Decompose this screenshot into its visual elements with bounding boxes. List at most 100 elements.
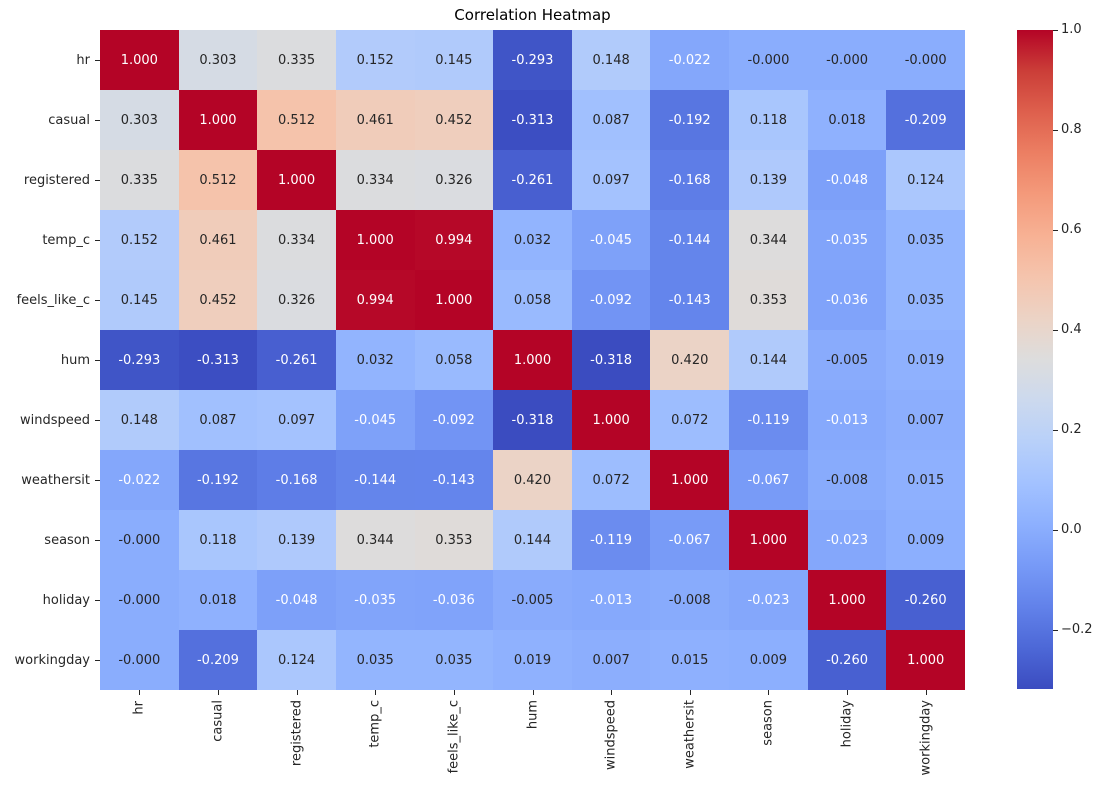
colorbar-tick-label-0.6: 0.6 — [1061, 222, 1082, 237]
colorbar-tick-label-0.4: 0.4 — [1061, 322, 1082, 337]
x-axis-tick — [139, 690, 140, 695]
heatmap-cell-feels_like_c-registered: 0.326 — [257, 270, 336, 330]
heatmap-cell-windspeed-hum: -0.318 — [493, 390, 572, 450]
colorbar-tick — [1053, 630, 1058, 631]
heatmap-cell-weathersit-hr: -0.022 — [100, 450, 179, 510]
heatmap-cell-registered-registered: 1.000 — [257, 150, 336, 210]
heatmap-cell-hr-season: -0.000 — [729, 30, 808, 90]
y-tick-label-workingday: workingday — [14, 652, 90, 668]
heatmap-cell-hr-hr: 1.000 — [100, 30, 179, 90]
heatmap-cell-workingday-workingday: 1.000 — [886, 630, 965, 690]
x-tick-label-wrap: temp_c — [368, 700, 383, 752]
heatmap-cell-windspeed-season: -0.119 — [729, 390, 808, 450]
heatmap-cell-hum-hr: -0.293 — [100, 330, 179, 390]
heatmap-cell-holiday-weathersit: -0.008 — [650, 570, 730, 630]
heatmap-cell-workingday-season: 0.009 — [729, 630, 808, 690]
heatmap-cell-workingday-registered: 0.124 — [257, 630, 336, 690]
heatmap-cell-holiday-registered: -0.048 — [257, 570, 336, 630]
colorbar-tick — [1053, 330, 1058, 331]
heatmap-cell-season-holiday: -0.023 — [807, 510, 887, 570]
heatmap-cell-hum-temp_c: 0.032 — [335, 330, 415, 390]
heatmap-cell-registered-holiday: -0.048 — [807, 150, 887, 210]
heatmap-cell-weathersit-weathersit: 1.000 — [650, 450, 730, 510]
heatmap-cell-workingday-weathersit: 0.015 — [650, 630, 730, 690]
colorbar — [1017, 30, 1053, 689]
heatmap-cell-windspeed-windspeed: 1.000 — [571, 390, 651, 450]
heatmap-cell-registered-windspeed: 0.097 — [571, 150, 651, 210]
y-tick-label-weathersit: weathersit — [21, 472, 90, 488]
heatmap-cell-temp_c-temp_c: 1.000 — [335, 210, 415, 270]
y-tick-label-registered: registered — [23, 172, 90, 188]
heatmap-cell-hr-weathersit: -0.022 — [650, 30, 730, 90]
heatmap-cell-weathersit-season: -0.067 — [729, 450, 808, 510]
heatmap-cell-workingday-hr: -0.000 — [100, 630, 179, 690]
heatmap-cell-weathersit-windspeed: 0.072 — [571, 450, 651, 510]
heatmap-cell-casual-temp_c: 0.461 — [335, 90, 415, 150]
heatmap-cell-feels_like_c-workingday: 0.035 — [886, 270, 965, 330]
heatmap-cell-temp_c-casual: 0.461 — [178, 210, 258, 270]
heatmap-cell-workingday-casual: -0.209 — [178, 630, 258, 690]
colorbar-tick — [1053, 230, 1058, 231]
heatmap-cell-season-weathersit: -0.067 — [650, 510, 730, 570]
y-axis-tick — [95, 180, 100, 181]
heatmap-cell-season-registered: 0.139 — [257, 510, 336, 570]
x-tick-label-casual: casual — [210, 700, 226, 742]
heatmap-cell-temp_c-feels_like_c: 0.994 — [414, 210, 494, 270]
heatmap-cell-feels_like_c-feels_like_c: 1.000 — [414, 270, 494, 330]
heatmap-cell-feels_like_c-weathersit: -0.143 — [650, 270, 730, 330]
chart-title: Correlation Heatmap — [454, 6, 611, 24]
heatmap-cell-workingday-temp_c: 0.035 — [335, 630, 415, 690]
heatmap-cell-weathersit-holiday: -0.008 — [807, 450, 887, 510]
x-tick-label-wrap: feels_like_c — [446, 700, 461, 777]
heatmap-cell-weathersit-casual: -0.192 — [178, 450, 258, 510]
colorbar-tick-label-1.0: 1.0 — [1061, 22, 1082, 37]
heatmap-cell-holiday-season: -0.023 — [729, 570, 808, 630]
y-axis-tick — [95, 60, 100, 61]
y-axis-tick — [95, 300, 100, 301]
y-axis-tick — [95, 540, 100, 541]
heatmap-cell-workingday-hum: 0.019 — [493, 630, 572, 690]
heatmap-cell-windspeed-feels_like_c: -0.092 — [414, 390, 494, 450]
heatmap-cell-hum-weathersit: 0.420 — [650, 330, 730, 390]
heatmap-cell-hr-temp_c: 0.152 — [335, 30, 415, 90]
heatmap-cell-temp_c-windspeed: -0.045 — [571, 210, 651, 270]
heatmap-cell-workingday-feels_like_c: 0.035 — [414, 630, 494, 690]
heatmap-cell-hum-feels_like_c: 0.058 — [414, 330, 494, 390]
heatmap-cell-windspeed-hr: 0.148 — [100, 390, 179, 450]
heatmap-cell-casual-hum: -0.313 — [493, 90, 572, 150]
heatmap-cell-holiday-temp_c: -0.035 — [335, 570, 415, 630]
heatmap-cell-hum-windspeed: -0.318 — [571, 330, 651, 390]
heatmap-cell-weathersit-registered: -0.168 — [257, 450, 336, 510]
y-tick-label-temp_c: temp_c — [42, 232, 90, 248]
heatmap-cell-hr-casual: 0.303 — [178, 30, 258, 90]
heatmap-cell-temp_c-hum: 0.032 — [493, 210, 572, 270]
heatmap-cell-feels_like_c-season: 0.353 — [729, 270, 808, 330]
heatmap-cell-casual-season: 0.118 — [729, 90, 808, 150]
heatmap-cell-casual-feels_like_c: 0.452 — [414, 90, 494, 150]
heatmap-cell-feels_like_c-holiday: -0.036 — [807, 270, 887, 330]
x-tick-label-wrap: season — [761, 700, 776, 750]
x-axis-tick — [611, 690, 612, 695]
y-axis-tick — [95, 420, 100, 421]
heatmap-cell-temp_c-weathersit: -0.144 — [650, 210, 730, 270]
colorbar-tick-label-0.8: 0.8 — [1061, 122, 1082, 137]
colorbar-tick — [1053, 130, 1058, 131]
colorbar-tick-label-−0.2: −0.2 — [1061, 622, 1093, 637]
heatmap-cell-temp_c-workingday: 0.035 — [886, 210, 965, 270]
x-axis-tick — [533, 690, 534, 695]
heatmap-cell-casual-holiday: 0.018 — [807, 90, 887, 150]
heatmap-cell-weathersit-workingday: 0.015 — [886, 450, 965, 510]
y-axis-tick — [95, 120, 100, 121]
heatmap-cell-season-hum: 0.144 — [493, 510, 572, 570]
heatmap-cell-registered-hr: 0.335 — [100, 150, 179, 210]
heatmap-cell-casual-casual: 1.000 — [178, 90, 258, 150]
heatmap-cell-weathersit-feels_like_c: -0.143 — [414, 450, 494, 510]
heatmap-cell-windspeed-holiday: -0.013 — [807, 390, 887, 450]
heatmap-cell-registered-workingday: 0.124 — [886, 150, 965, 210]
heatmap-cell-weathersit-temp_c: -0.144 — [335, 450, 415, 510]
x-axis-tick — [297, 690, 298, 695]
x-tick-label-temp_c: temp_c — [367, 700, 383, 748]
x-tick-label-wrap: holiday — [840, 700, 855, 751]
x-axis-tick — [847, 690, 848, 695]
